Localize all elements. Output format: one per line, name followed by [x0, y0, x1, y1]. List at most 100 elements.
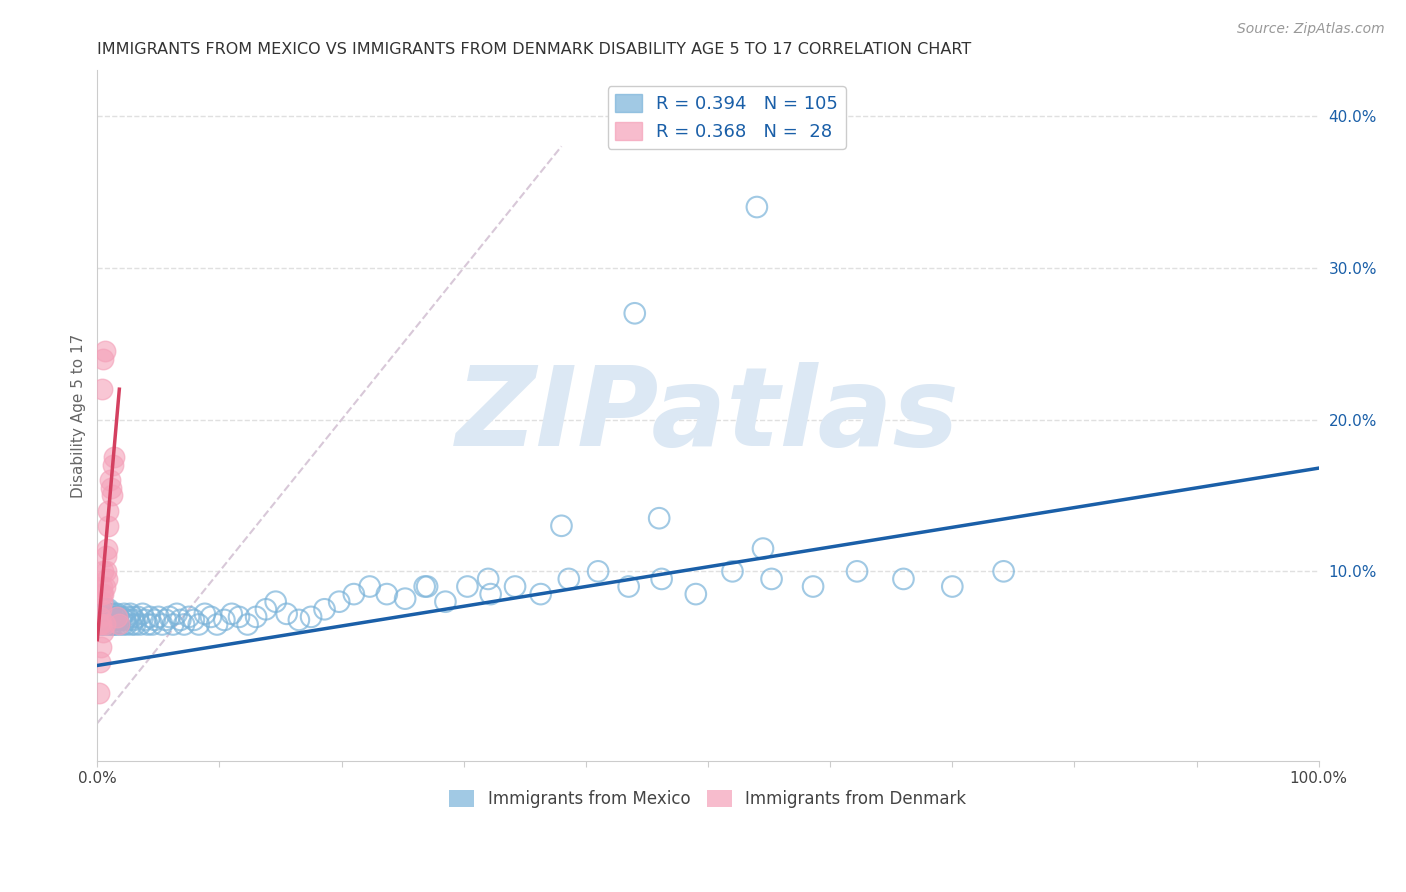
Point	[328, 595, 350, 609]
Point	[104, 610, 127, 624]
Point	[87, 686, 110, 700]
Point	[91, 382, 114, 396]
Point	[98, 617, 121, 632]
Point	[93, 580, 115, 594]
Point	[893, 572, 915, 586]
Point	[90, 607, 112, 621]
Point	[993, 565, 1015, 579]
Point	[111, 610, 134, 624]
Point	[456, 580, 478, 594]
Point	[93, 565, 115, 579]
Point	[214, 613, 236, 627]
Point	[103, 450, 125, 465]
Point	[108, 617, 131, 632]
Point	[97, 602, 120, 616]
Point	[375, 587, 398, 601]
Point	[121, 610, 143, 624]
Point	[236, 617, 259, 632]
Point	[90, 640, 112, 655]
Point	[205, 617, 228, 632]
Text: Source: ZipAtlas.com: Source: ZipAtlas.com	[1237, 22, 1385, 37]
Point	[105, 613, 128, 627]
Point	[111, 617, 134, 632]
Point	[90, 602, 112, 616]
Point	[98, 473, 121, 487]
Point	[121, 617, 143, 632]
Point	[93, 344, 115, 359]
Point	[413, 580, 436, 594]
Point	[503, 580, 526, 594]
Point	[93, 617, 115, 632]
Point	[124, 617, 146, 632]
Point	[166, 607, 188, 621]
Point	[200, 610, 222, 624]
Point	[685, 587, 707, 601]
Point	[299, 610, 322, 624]
Point	[141, 617, 163, 632]
Point	[101, 488, 124, 502]
Point	[114, 613, 136, 627]
Point	[103, 617, 125, 632]
Point	[264, 595, 287, 609]
Point	[761, 572, 783, 586]
Point	[434, 595, 457, 609]
Point	[101, 610, 124, 624]
Point	[586, 565, 609, 579]
Point	[343, 587, 366, 601]
Point	[93, 610, 115, 624]
Point	[97, 613, 120, 627]
Point	[221, 607, 243, 621]
Point	[91, 602, 114, 616]
Point	[721, 565, 744, 579]
Legend: Immigrants from Mexico, Immigrants from Denmark: Immigrants from Mexico, Immigrants from …	[443, 783, 973, 815]
Point	[91, 580, 114, 594]
Point	[183, 613, 205, 627]
Point	[103, 613, 125, 627]
Point	[394, 591, 416, 606]
Point	[139, 610, 162, 624]
Point	[93, 625, 115, 640]
Point	[129, 617, 152, 632]
Point	[155, 613, 177, 627]
Point	[276, 607, 298, 621]
Point	[752, 541, 775, 556]
Point	[96, 607, 118, 621]
Point	[90, 617, 112, 632]
Point	[117, 610, 139, 624]
Point	[91, 595, 114, 609]
Point	[100, 613, 122, 627]
Point	[479, 587, 502, 601]
Point	[115, 617, 138, 632]
Point	[89, 656, 111, 670]
Point	[103, 607, 125, 621]
Point	[93, 607, 115, 621]
Text: ZIPatlas: ZIPatlas	[456, 362, 960, 469]
Point	[477, 572, 499, 586]
Point	[187, 617, 209, 632]
Point	[107, 610, 129, 624]
Point	[108, 617, 131, 632]
Point	[173, 617, 195, 632]
Point	[120, 607, 142, 621]
Point	[105, 607, 128, 621]
Point	[157, 610, 180, 624]
Text: IMMIGRANTS FROM MEXICO VS IMMIGRANTS FROM DENMARK DISABILITY AGE 5 TO 17 CORRELA: IMMIGRANTS FROM MEXICO VS IMMIGRANTS FRO…	[97, 42, 972, 57]
Point	[91, 613, 114, 627]
Point	[103, 458, 125, 472]
Point	[530, 587, 553, 601]
Point	[89, 610, 111, 624]
Point	[550, 518, 572, 533]
Point	[105, 610, 128, 624]
Point	[91, 587, 114, 601]
Point	[177, 610, 200, 624]
Point	[96, 572, 118, 586]
Point	[228, 610, 250, 624]
Point	[846, 565, 869, 579]
Point	[623, 306, 645, 320]
Point	[143, 613, 166, 627]
Point	[745, 200, 768, 214]
Point	[90, 617, 112, 632]
Point	[89, 610, 111, 624]
Point	[648, 511, 671, 525]
Point	[122, 613, 145, 627]
